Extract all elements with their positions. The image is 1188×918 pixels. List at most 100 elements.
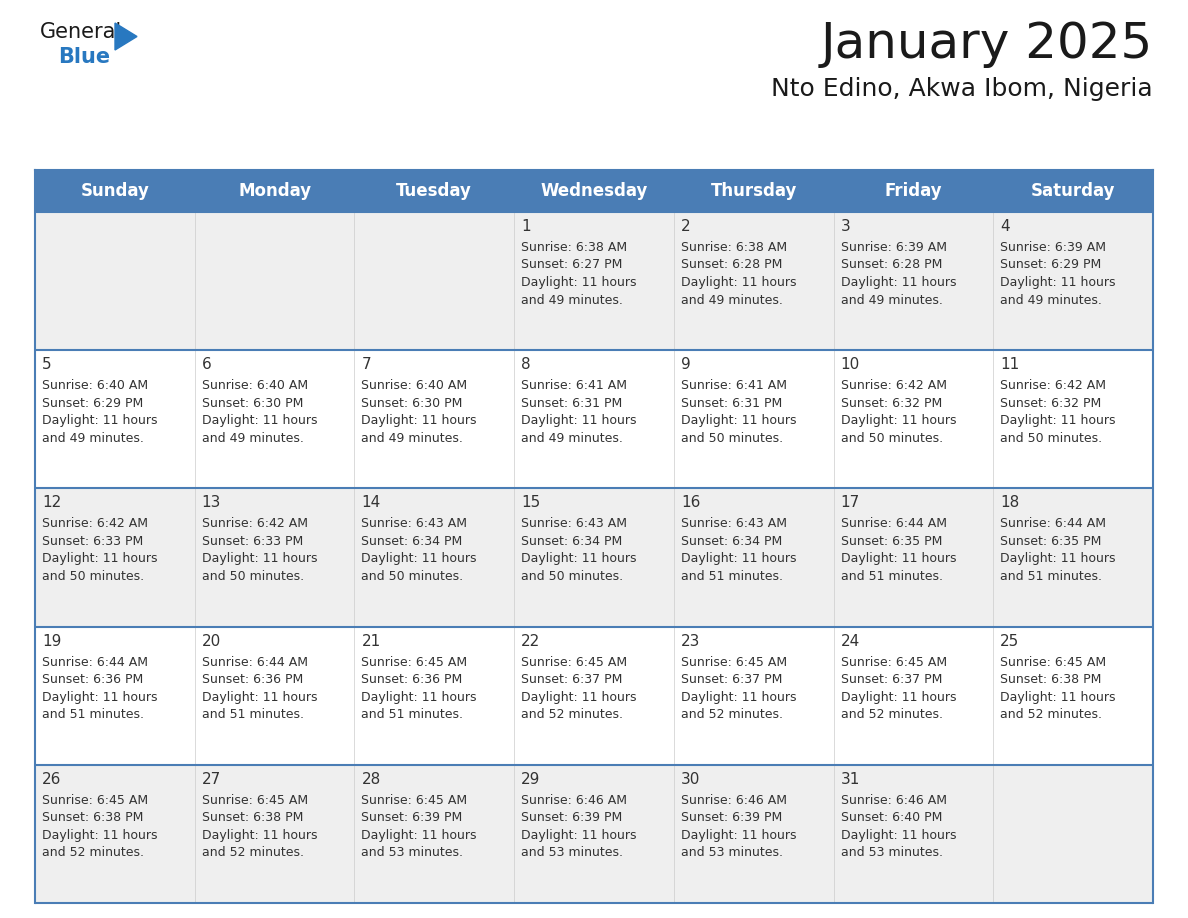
Text: 14: 14 [361,496,380,510]
Text: Sunrise: 6:45 AM
Sunset: 6:39 PM
Daylight: 11 hours
and 53 minutes.: Sunrise: 6:45 AM Sunset: 6:39 PM Dayligh… [361,794,476,859]
Text: Sunrise: 6:38 AM
Sunset: 6:27 PM
Daylight: 11 hours
and 49 minutes.: Sunrise: 6:38 AM Sunset: 6:27 PM Dayligh… [522,241,637,307]
Text: January 2025: January 2025 [821,20,1154,68]
Text: 25: 25 [1000,633,1019,649]
Text: 17: 17 [841,496,860,510]
Text: Sunrise: 6:40 AM
Sunset: 6:30 PM
Daylight: 11 hours
and 49 minutes.: Sunrise: 6:40 AM Sunset: 6:30 PM Dayligh… [202,379,317,444]
Text: 26: 26 [42,772,62,787]
Text: 1: 1 [522,219,531,234]
Text: Thursday: Thursday [710,182,797,200]
Text: Sunrise: 6:43 AM
Sunset: 6:34 PM
Daylight: 11 hours
and 51 minutes.: Sunrise: 6:43 AM Sunset: 6:34 PM Dayligh… [681,518,796,583]
Text: 2: 2 [681,219,690,234]
Text: Blue: Blue [58,47,110,67]
Bar [514,350,674,488]
Text: Sunrise: 6:45 AM
Sunset: 6:38 PM
Daylight: 11 hours
and 52 minutes.: Sunrise: 6:45 AM Sunset: 6:38 PM Dayligh… [1000,655,1116,722]
Text: 22: 22 [522,633,541,649]
Bar [195,170,354,212]
Text: Tuesday: Tuesday [397,182,472,200]
Text: 27: 27 [202,772,221,787]
Text: 16: 16 [681,496,700,510]
Bar [354,488,514,627]
Text: Sunrise: 6:45 AM
Sunset: 6:37 PM
Daylight: 11 hours
and 52 minutes.: Sunrise: 6:45 AM Sunset: 6:37 PM Dayligh… [841,655,956,722]
Text: Sunrise: 6:42 AM
Sunset: 6:32 PM
Daylight: 11 hours
and 50 minutes.: Sunrise: 6:42 AM Sunset: 6:32 PM Dayligh… [841,379,956,444]
Bar [514,212,674,350]
Text: 21: 21 [361,633,380,649]
Text: Sunrise: 6:38 AM
Sunset: 6:28 PM
Daylight: 11 hours
and 49 minutes.: Sunrise: 6:38 AM Sunset: 6:28 PM Dayligh… [681,241,796,307]
Text: Sunrise: 6:41 AM
Sunset: 6:31 PM
Daylight: 11 hours
and 49 minutes.: Sunrise: 6:41 AM Sunset: 6:31 PM Dayligh… [522,379,637,444]
Text: 20: 20 [202,633,221,649]
Bar [514,627,674,765]
Text: 15: 15 [522,496,541,510]
Text: 12: 12 [42,496,62,510]
Text: Sunrise: 6:43 AM
Sunset: 6:34 PM
Daylight: 11 hours
and 50 minutes.: Sunrise: 6:43 AM Sunset: 6:34 PM Dayligh… [522,518,637,583]
Text: Sunrise: 6:41 AM
Sunset: 6:31 PM
Daylight: 11 hours
and 50 minutes.: Sunrise: 6:41 AM Sunset: 6:31 PM Dayligh… [681,379,796,444]
Text: Sunrise: 6:42 AM
Sunset: 6:33 PM
Daylight: 11 hours
and 50 minutes.: Sunrise: 6:42 AM Sunset: 6:33 PM Dayligh… [202,518,317,583]
Bar [834,350,993,488]
Bar [834,627,993,765]
Text: 7: 7 [361,357,371,372]
Bar [195,488,354,627]
Bar [354,350,514,488]
Text: 5: 5 [42,357,51,372]
Bar [195,627,354,765]
Text: Sunrise: 6:39 AM
Sunset: 6:28 PM
Daylight: 11 hours
and 49 minutes.: Sunrise: 6:39 AM Sunset: 6:28 PM Dayligh… [841,241,956,307]
Text: Sunrise: 6:44 AM
Sunset: 6:36 PM
Daylight: 11 hours
and 51 minutes.: Sunrise: 6:44 AM Sunset: 6:36 PM Dayligh… [202,655,317,722]
Text: 6: 6 [202,357,211,372]
Text: 28: 28 [361,772,380,787]
Bar [993,627,1154,765]
Text: Monday: Monday [238,182,311,200]
Text: 23: 23 [681,633,700,649]
Bar [674,350,834,488]
Bar [354,170,514,212]
Bar [354,212,514,350]
Text: Sunrise: 6:46 AM
Sunset: 6:39 PM
Daylight: 11 hours
and 53 minutes.: Sunrise: 6:46 AM Sunset: 6:39 PM Dayligh… [681,794,796,859]
Text: Sunrise: 6:42 AM
Sunset: 6:32 PM
Daylight: 11 hours
and 50 minutes.: Sunrise: 6:42 AM Sunset: 6:32 PM Dayligh… [1000,379,1116,444]
Bar [195,765,354,903]
Bar [34,170,195,212]
Text: Saturday: Saturday [1031,182,1116,200]
Text: 10: 10 [841,357,860,372]
Bar [834,488,993,627]
Text: Friday: Friday [885,182,942,200]
Text: 11: 11 [1000,357,1019,372]
Bar [993,212,1154,350]
Text: Nto Edino, Akwa Ibom, Nigeria: Nto Edino, Akwa Ibom, Nigeria [771,77,1154,101]
Bar [674,488,834,627]
Bar [34,488,195,627]
Text: 4: 4 [1000,219,1010,234]
Text: Sunrise: 6:42 AM
Sunset: 6:33 PM
Daylight: 11 hours
and 50 minutes.: Sunrise: 6:42 AM Sunset: 6:33 PM Dayligh… [42,518,158,583]
Text: 8: 8 [522,357,531,372]
Bar [195,212,354,350]
Text: Sunrise: 6:45 AM
Sunset: 6:38 PM
Daylight: 11 hours
and 52 minutes.: Sunrise: 6:45 AM Sunset: 6:38 PM Dayligh… [42,794,158,859]
Bar [993,170,1154,212]
Bar [674,170,834,212]
Text: Sunrise: 6:40 AM
Sunset: 6:30 PM
Daylight: 11 hours
and 49 minutes.: Sunrise: 6:40 AM Sunset: 6:30 PM Dayligh… [361,379,476,444]
Text: General: General [40,22,122,42]
Text: Sunrise: 6:45 AM
Sunset: 6:37 PM
Daylight: 11 hours
and 52 minutes.: Sunrise: 6:45 AM Sunset: 6:37 PM Dayligh… [681,655,796,722]
Text: Sunrise: 6:46 AM
Sunset: 6:40 PM
Daylight: 11 hours
and 53 minutes.: Sunrise: 6:46 AM Sunset: 6:40 PM Dayligh… [841,794,956,859]
Text: Sunday: Sunday [81,182,150,200]
Text: 18: 18 [1000,496,1019,510]
Text: Sunrise: 6:43 AM
Sunset: 6:34 PM
Daylight: 11 hours
and 50 minutes.: Sunrise: 6:43 AM Sunset: 6:34 PM Dayligh… [361,518,476,583]
Text: Sunrise: 6:44 AM
Sunset: 6:35 PM
Daylight: 11 hours
and 51 minutes.: Sunrise: 6:44 AM Sunset: 6:35 PM Dayligh… [841,518,956,583]
Bar [34,212,195,350]
Text: Sunrise: 6:46 AM
Sunset: 6:39 PM
Daylight: 11 hours
and 53 minutes.: Sunrise: 6:46 AM Sunset: 6:39 PM Dayligh… [522,794,637,859]
Text: Sunrise: 6:39 AM
Sunset: 6:29 PM
Daylight: 11 hours
and 49 minutes.: Sunrise: 6:39 AM Sunset: 6:29 PM Dayligh… [1000,241,1116,307]
Bar [993,350,1154,488]
Bar [834,212,993,350]
Text: 24: 24 [841,633,860,649]
Bar [34,765,195,903]
Bar [674,765,834,903]
Text: Sunrise: 6:44 AM
Sunset: 6:35 PM
Daylight: 11 hours
and 51 minutes.: Sunrise: 6:44 AM Sunset: 6:35 PM Dayligh… [1000,518,1116,583]
Text: Sunrise: 6:44 AM
Sunset: 6:36 PM
Daylight: 11 hours
and 51 minutes.: Sunrise: 6:44 AM Sunset: 6:36 PM Dayligh… [42,655,158,722]
Bar [195,350,354,488]
Text: 13: 13 [202,496,221,510]
Text: Wednesday: Wednesday [541,182,647,200]
Text: Sunrise: 6:45 AM
Sunset: 6:36 PM
Daylight: 11 hours
and 51 minutes.: Sunrise: 6:45 AM Sunset: 6:36 PM Dayligh… [361,655,476,722]
Text: 29: 29 [522,772,541,787]
Bar [993,765,1154,903]
Text: Sunrise: 6:40 AM
Sunset: 6:29 PM
Daylight: 11 hours
and 49 minutes.: Sunrise: 6:40 AM Sunset: 6:29 PM Dayligh… [42,379,158,444]
Bar [354,765,514,903]
Bar [514,170,674,212]
Text: 30: 30 [681,772,700,787]
Bar [34,350,195,488]
